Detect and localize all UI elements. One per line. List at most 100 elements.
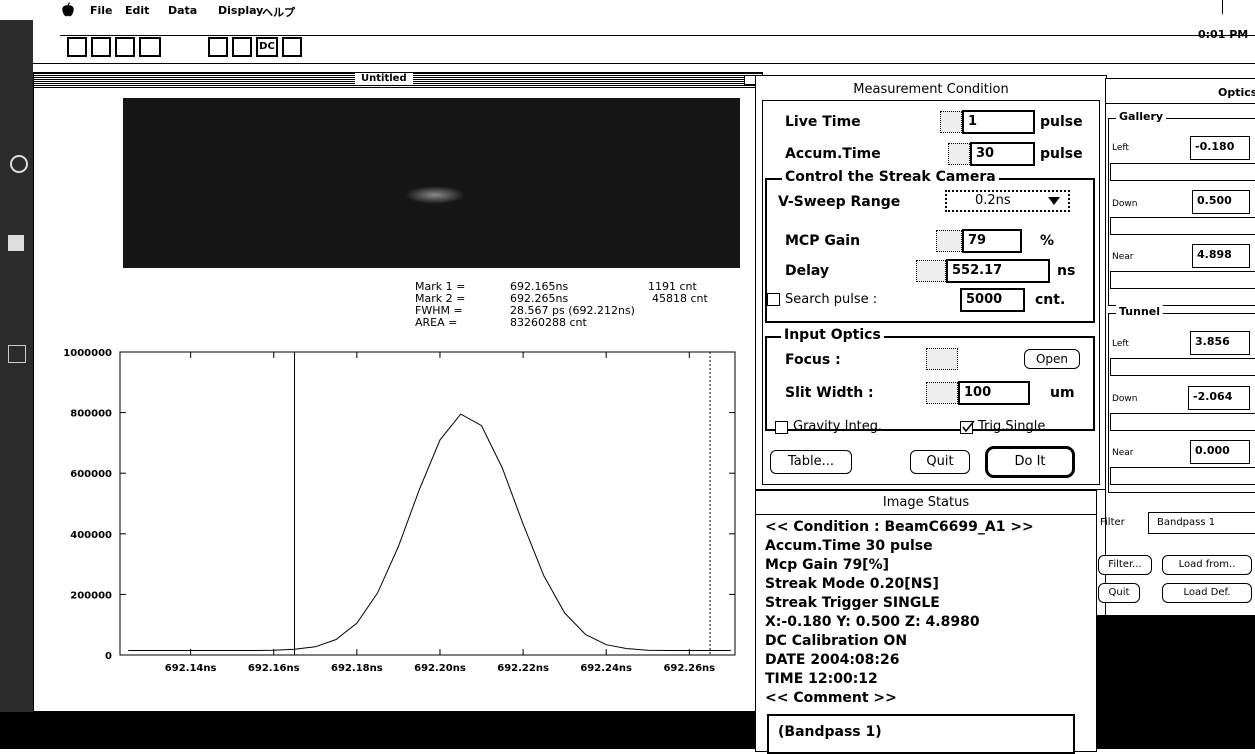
dock-icon[interactable] — [8, 235, 24, 251]
filter-button[interactable]: Filter... — [1098, 555, 1152, 575]
status-line: DATE 2004:08:26 — [765, 652, 899, 668]
y-tick-label: 600000 — [70, 469, 112, 480]
axis-value[interactable]: 0.000 — [1190, 440, 1250, 464]
menu-item[interactable]: File — [90, 4, 113, 17]
panel-title: Optics — [1218, 86, 1255, 99]
title-rule — [34, 87, 762, 88]
load-from-button[interactable]: Load from.. — [1162, 555, 1252, 575]
spinner[interactable] — [948, 143, 970, 165]
plot-frame — [120, 352, 735, 655]
x-tick-label: 692.26ns — [663, 663, 715, 674]
toolbar-button[interactable] — [208, 37, 228, 57]
y-tick-label: 0 — [105, 651, 112, 662]
area-label: AREA = — [415, 316, 457, 329]
axis-label: Down — [1112, 199, 1138, 209]
toolbar-button[interactable] — [91, 37, 111, 57]
group-title: Input Optics — [781, 327, 884, 343]
slider[interactable] — [1110, 163, 1255, 181]
group-title: Gallery — [1116, 110, 1166, 123]
sweep-value: 0.2ns — [975, 193, 1011, 208]
y-tick-label: 800000 — [70, 409, 112, 420]
open-button[interactable]: Open — [1024, 349, 1080, 369]
panel-rule — [1106, 103, 1255, 104]
field-label: Focus : — [785, 352, 841, 368]
toolbar-button[interactable] — [232, 37, 252, 57]
delay-field[interactable]: 552.17 — [946, 259, 1050, 283]
do-it-button[interactable]: Do It — [985, 446, 1075, 478]
load-default-button[interactable]: Load Def. — [1162, 583, 1252, 603]
desktop-corner — [1097, 615, 1255, 749]
status-line: Accum.Time 30 pulse — [765, 538, 933, 554]
apple-icon — [60, 2, 76, 18]
x-tick-label: 692.14ns — [165, 663, 217, 674]
accum-time-field[interactable]: 30 — [970, 142, 1035, 166]
status-line: << Comment >> — [765, 690, 897, 706]
x-tick-label: 692.20ns — [414, 663, 466, 674]
y-tick-label: 1000000 — [63, 348, 112, 359]
slider[interactable] — [1110, 217, 1255, 235]
status-line: << Condition : BeamC6699_A1 >> — [765, 519, 1034, 535]
toolbar-button[interactable] — [139, 37, 161, 57]
field-label: MCP Gain — [785, 233, 860, 249]
spinner[interactable] — [936, 230, 962, 252]
axis-value[interactable]: -0.180 — [1190, 136, 1250, 160]
status-line: DC Calibration ON — [765, 633, 907, 649]
axis-value[interactable]: 3.856 — [1190, 331, 1250, 355]
spinner[interactable] — [926, 348, 958, 370]
group-title: Tunnel — [1116, 305, 1163, 318]
profile-curve — [128, 414, 731, 650]
field-label: Slit Width : — [785, 385, 874, 401]
checkbox-label: Gravity Integ. — [793, 419, 882, 434]
axis-value[interactable]: 0.500 — [1192, 190, 1250, 214]
gravity-checkbox[interactable] — [775, 421, 788, 434]
unit: pulse — [1040, 146, 1083, 162]
panel-rule — [756, 514, 1096, 515]
status-line: Streak Mode 0.20[NS] — [765, 576, 939, 592]
axis-value[interactable]: 4.898 — [1192, 244, 1250, 268]
menu-item[interactable]: Edit — [125, 4, 149, 17]
axis-label: Left — [1112, 339, 1129, 349]
unit: um — [1050, 385, 1075, 401]
quit-button[interactable]: Quit — [1098, 583, 1140, 603]
search-checkbox[interactable] — [767, 293, 780, 306]
x-tick-label: 692.24ns — [580, 663, 632, 674]
toolbar-button[interactable] — [282, 37, 302, 57]
live-time-field[interactable]: 1 — [962, 110, 1035, 134]
spinner[interactable] — [926, 382, 958, 404]
menu-item[interactable]: Data — [168, 4, 197, 17]
streak-image — [123, 98, 740, 268]
mcp-field[interactable]: 79 — [962, 229, 1022, 253]
toolbar-button[interactable] — [67, 37, 87, 57]
unit: pulse — [1040, 114, 1083, 130]
table-button[interactable]: Table... — [770, 450, 852, 474]
filter-popup[interactable]: Bandpass 1 — [1148, 512, 1255, 534]
slider[interactable] — [1110, 358, 1255, 376]
status-line: Streak Trigger SINGLE — [765, 595, 940, 611]
desktop-bottom — [0, 712, 755, 749]
dock-icon[interactable] — [10, 155, 28, 173]
slider[interactable] — [1110, 271, 1255, 289]
spinner[interactable] — [940, 111, 962, 133]
toolbar-button[interactable] — [115, 37, 135, 57]
menu-item[interactable]: Display — [218, 4, 263, 17]
unit: ns — [1057, 263, 1075, 279]
axis-value[interactable]: -2.064 — [1188, 386, 1250, 410]
search-field[interactable]: 5000 — [960, 288, 1025, 312]
status-line: TIME 12:00:12 — [765, 671, 878, 687]
spinner[interactable] — [916, 260, 946, 282]
menu-item[interactable]: ヘルプ — [262, 4, 295, 20]
dock-icon[interactable] — [8, 345, 26, 363]
area-value: 83260288 cnt — [510, 316, 587, 329]
quit-button[interactable]: Quit — [910, 450, 970, 474]
slider[interactable] — [1110, 467, 1255, 485]
y-tick-label: 400000 — [70, 530, 112, 541]
slit-field[interactable]: 100 — [958, 381, 1030, 405]
group-title: Control the Streak Camera — [782, 169, 999, 185]
profile-plot: 02000004000006000008000001000000692.14ns… — [55, 340, 755, 685]
status-line: X:-0.180 Y: 0.500 Z: 4.8980 — [765, 614, 980, 630]
toolbar-button[interactable]: DC — [256, 37, 278, 57]
unit: cnt. — [1035, 292, 1065, 308]
field-label: V-Sweep Range — [778, 194, 900, 210]
slider[interactable] — [1110, 413, 1255, 431]
comment-text: (Bandpass 1) — [778, 724, 882, 740]
